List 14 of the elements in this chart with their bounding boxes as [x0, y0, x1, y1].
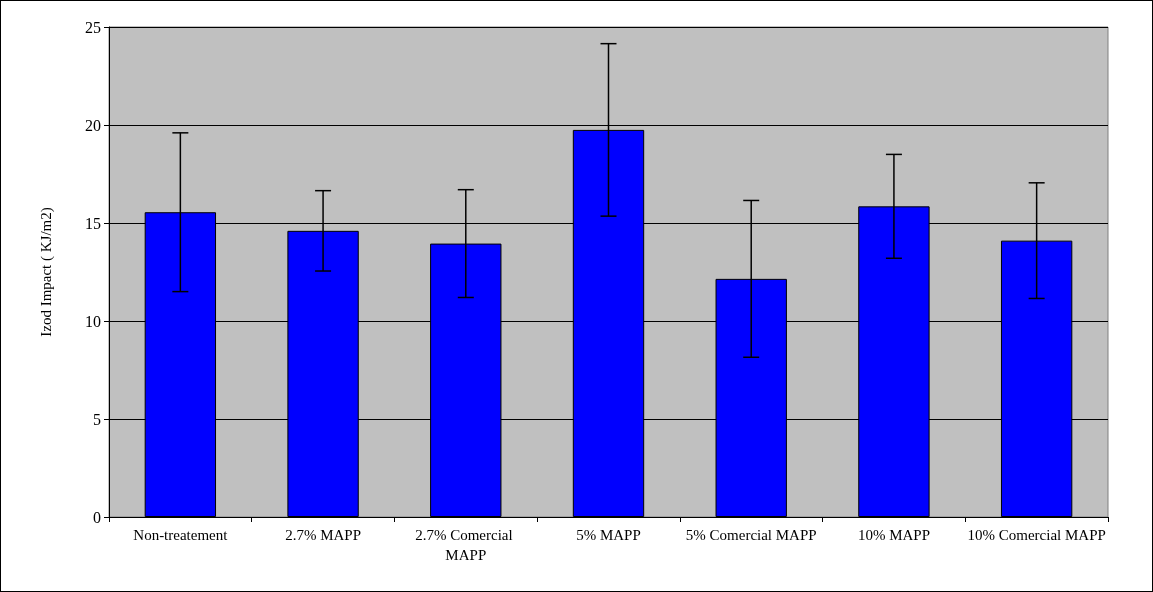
y-tick-label: 10	[85, 312, 101, 330]
x-tick-label: 10% Comercial MAPP	[967, 527, 1106, 543]
x-tick-label: 10% MAPP	[857, 527, 930, 543]
y-tick-label: 0	[93, 508, 101, 526]
y-tick-label: 5	[93, 410, 101, 428]
x-tick-label: 2.7% MAPP	[285, 527, 361, 543]
x-tick-label: 5% Comercial MAPP	[685, 527, 817, 543]
y-tick-label: 15	[85, 214, 101, 232]
y-tick-label: 20	[85, 116, 101, 134]
x-tick-label: 5% MAPP	[576, 527, 641, 543]
x-tick-label: 2.7% Comercial MAPP	[415, 527, 517, 563]
y-axis-title: Izod Impact ( KJ/m2)	[37, 207, 55, 337]
x-tick-label: Non-treatement	[133, 527, 229, 543]
y-tick-label: 25	[85, 18, 101, 36]
